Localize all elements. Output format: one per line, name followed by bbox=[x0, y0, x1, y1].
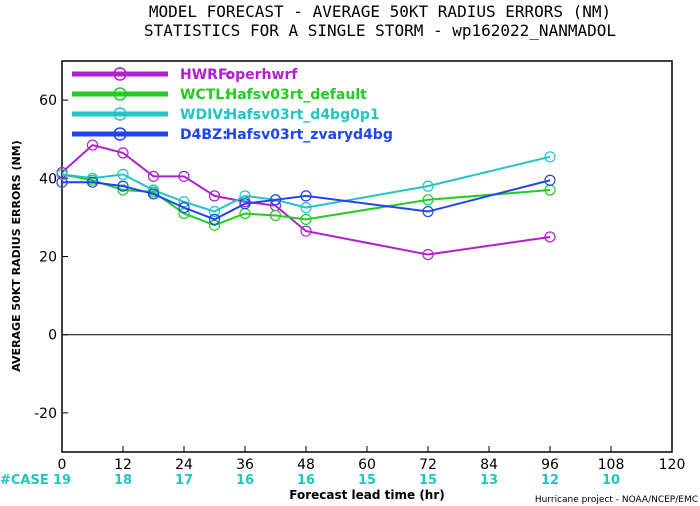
case-count: 16 bbox=[236, 473, 254, 488]
legend-label: Hafsv03rt_d4bg0p1 bbox=[226, 107, 380, 123]
case-count: 19 bbox=[53, 473, 71, 488]
case-label: #CASE bbox=[0, 473, 49, 488]
series-d4bz bbox=[56, 174, 556, 225]
data-point bbox=[239, 190, 251, 202]
legend-entry: WCTL:Hafsv03rt_default bbox=[72, 87, 367, 103]
x-axis-ticks: 0 12 24 36 48 60 72 84 96 108 120 bbox=[58, 446, 686, 473]
series-line bbox=[62, 179, 551, 221]
data-point bbox=[117, 147, 129, 159]
x-tick-label: 12 bbox=[114, 457, 132, 473]
data-point bbox=[86, 176, 99, 188]
chart-title: MODEL FORECAST - AVERAGE 50KT RADIUS ERR… bbox=[149, 2, 611, 21]
y-tick-label: 0 bbox=[48, 328, 57, 344]
y-tick-label: 60 bbox=[39, 93, 57, 109]
legend-label: Hafsv03rt_zvaryd4bg bbox=[226, 127, 393, 143]
credit-text: Hurricane project - NOAA/NCEP/EMC bbox=[535, 495, 698, 505]
legend-entry: WDIV:Hafsv03rt_d4bg0p1 bbox=[72, 107, 380, 123]
case-counts: 19 18 17 16 16 15 15 13 12 10 bbox=[53, 473, 620, 488]
data-point bbox=[422, 205, 434, 218]
legend-marker bbox=[113, 67, 127, 81]
data-point bbox=[300, 190, 312, 202]
legend-label: Hafsv03rt_default bbox=[226, 87, 368, 103]
x-tick-label: 84 bbox=[480, 457, 498, 473]
case-count: 10 bbox=[602, 473, 620, 488]
data-point bbox=[208, 205, 221, 218]
x-tick-label: 120 bbox=[659, 457, 686, 473]
legend-name: D4BZ: bbox=[180, 127, 228, 143]
x-tick-label: 108 bbox=[598, 457, 625, 473]
data-point bbox=[422, 248, 434, 261]
y-tick-label: 40 bbox=[39, 171, 57, 187]
legend-label: operhwrf bbox=[226, 67, 299, 83]
data-point bbox=[147, 188, 160, 200]
data-point bbox=[300, 213, 312, 225]
x-tick-label: 48 bbox=[297, 457, 315, 473]
x-axis-label: Forecast lead time (hr) bbox=[289, 488, 445, 502]
data-point bbox=[300, 225, 312, 237]
data-point bbox=[56, 168, 68, 180]
legend-name: HWRF: bbox=[180, 67, 232, 83]
data-point bbox=[86, 139, 99, 151]
data-point bbox=[117, 184, 129, 196]
data-point bbox=[178, 170, 190, 182]
series-wctl bbox=[56, 168, 556, 231]
data-point bbox=[147, 170, 160, 182]
y-tick-label: 20 bbox=[39, 250, 57, 266]
legend-name: WCTL: bbox=[180, 87, 230, 103]
case-count: 13 bbox=[480, 473, 498, 488]
chart-subtitle: STATISTICS FOR A SINGLE STORM - wp162022… bbox=[144, 21, 616, 40]
y-tick-label: -20 bbox=[34, 406, 57, 422]
data-point bbox=[544, 174, 556, 186]
case-count: 15 bbox=[419, 473, 437, 488]
x-tick-label: 24 bbox=[175, 457, 193, 473]
x-tick-label: 36 bbox=[236, 457, 254, 473]
legend: HWRF:operhwrf WCTL:Hafsv03rt_default WDIV:… bbox=[72, 67, 393, 143]
series-line bbox=[61, 143, 551, 256]
data-point bbox=[269, 209, 282, 222]
data-point bbox=[544, 231, 556, 243]
case-count: 16 bbox=[297, 473, 315, 488]
data-point bbox=[208, 190, 221, 202]
case-count: 12 bbox=[541, 473, 559, 488]
y-axis-ticks: -20 0 20 40 60 bbox=[34, 93, 68, 422]
data-point bbox=[208, 213, 221, 225]
legend-name: WDIV: bbox=[180, 107, 228, 123]
data-point bbox=[544, 151, 556, 163]
legend-marker bbox=[113, 127, 127, 141]
legend-entry: D4BZ:Hafsv03rt_zvaryd4bg bbox=[72, 127, 393, 143]
data-point bbox=[422, 194, 434, 206]
data-point bbox=[117, 180, 129, 192]
x-tick-label: 0 bbox=[58, 457, 67, 473]
data-point bbox=[269, 194, 282, 206]
y-axis-label: AVERAGE 50KT RADIUS ERRORS (NM) bbox=[10, 140, 23, 371]
legend-marker bbox=[113, 87, 127, 101]
case-count: 18 bbox=[114, 473, 132, 488]
series-line bbox=[61, 155, 551, 213]
data-point bbox=[239, 198, 251, 210]
series-layer bbox=[56, 139, 556, 261]
x-tick-label: 72 bbox=[419, 457, 437, 473]
case-count: 15 bbox=[358, 473, 376, 488]
data-point bbox=[422, 180, 434, 192]
data-point bbox=[300, 202, 312, 214]
x-tick-label: 96 bbox=[541, 457, 559, 473]
series-line bbox=[61, 173, 551, 227]
case-count: 17 bbox=[175, 473, 193, 488]
data-point bbox=[178, 202, 190, 214]
series-wdiv bbox=[56, 151, 556, 218]
legend-entry: HWRF:operhwrf bbox=[72, 67, 298, 83]
data-point bbox=[117, 168, 129, 180]
series-hwrf bbox=[56, 139, 556, 261]
data-point bbox=[86, 172, 99, 184]
x-tick-label: 60 bbox=[358, 457, 376, 473]
legend-marker bbox=[113, 107, 127, 121]
data-point bbox=[56, 176, 68, 188]
